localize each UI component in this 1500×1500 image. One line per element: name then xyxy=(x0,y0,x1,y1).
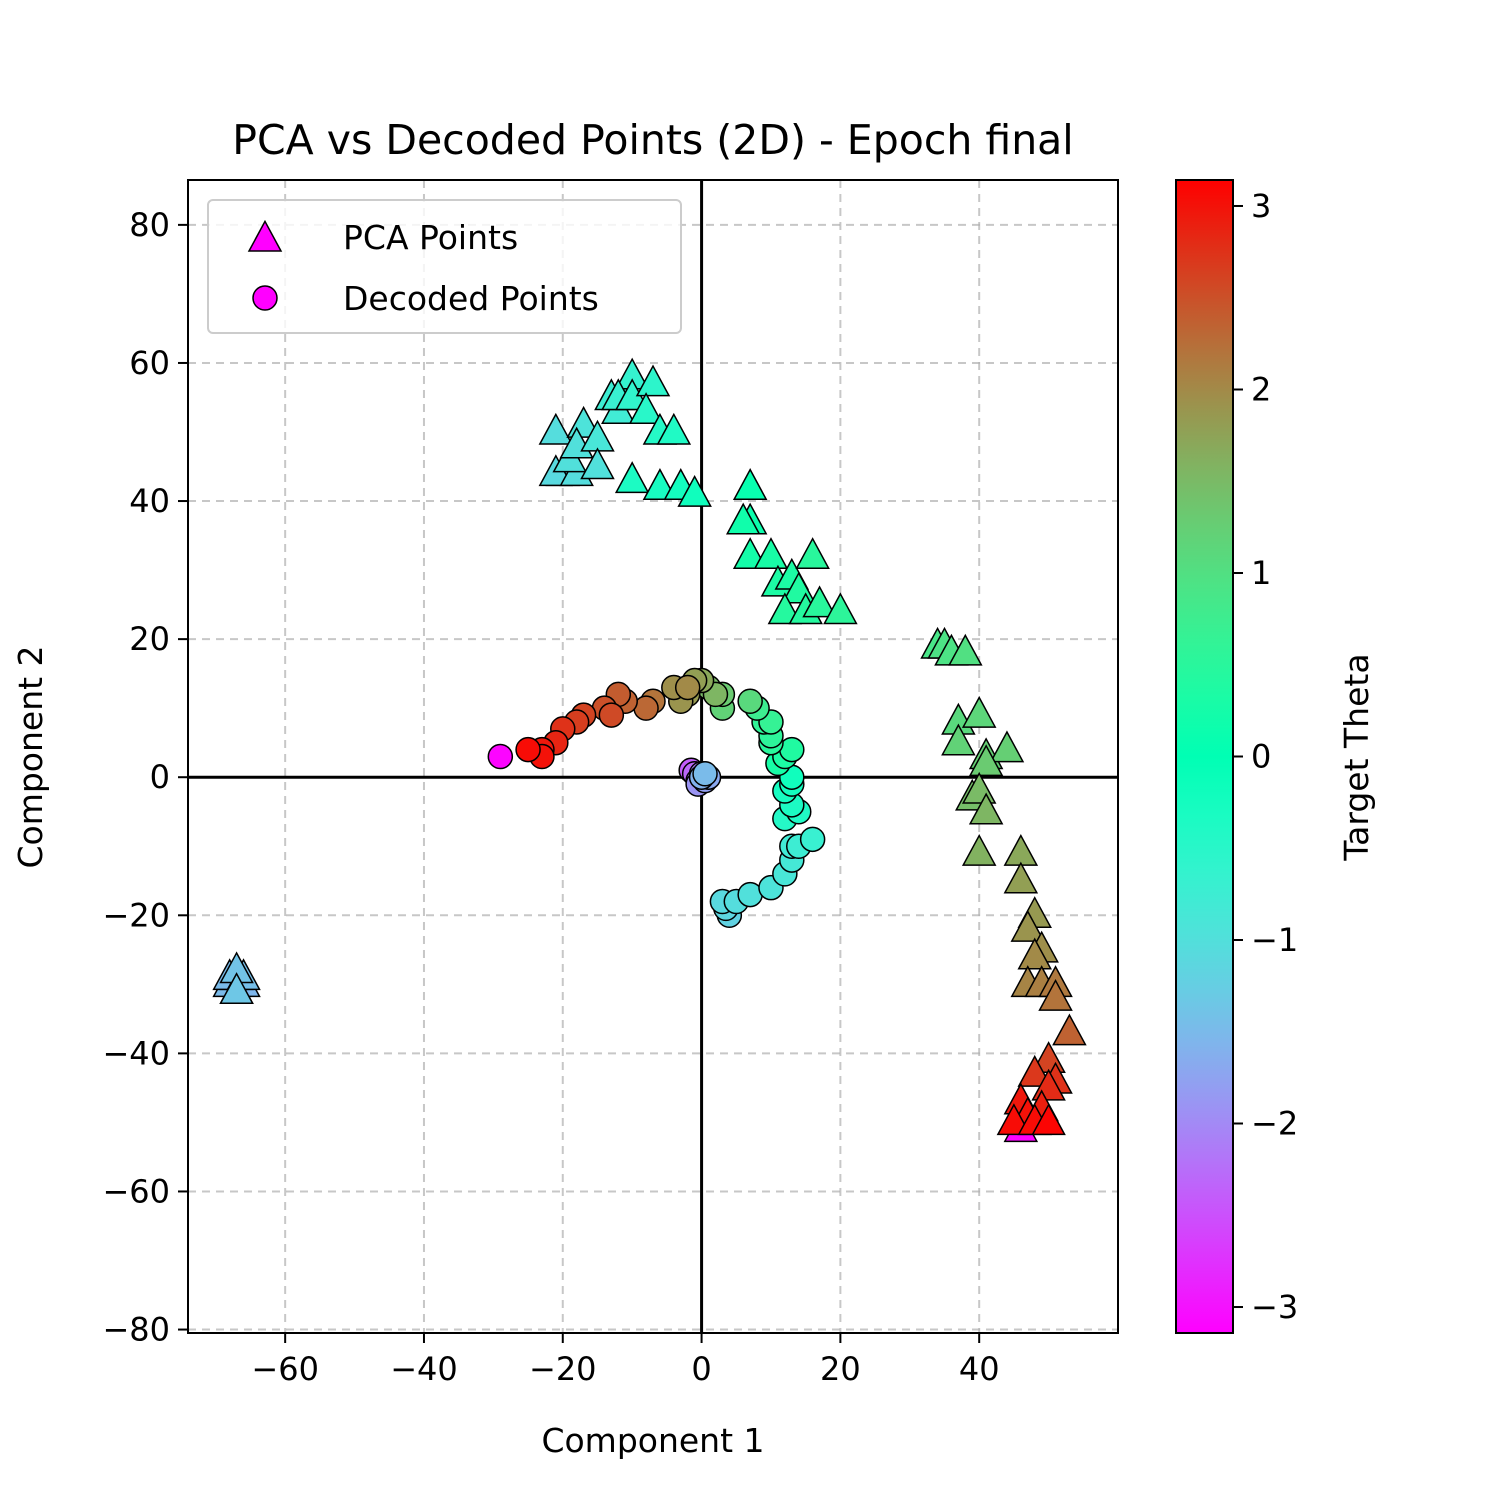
pca-point xyxy=(961,833,997,866)
pca-point xyxy=(823,592,858,625)
y-tick-label: 20 xyxy=(129,620,170,658)
y-tick-label: −40 xyxy=(102,1034,170,1072)
pca-point xyxy=(1017,937,1052,970)
pca-point xyxy=(1038,978,1073,1011)
colorbar-tick-label: 2 xyxy=(1251,370,1271,408)
decoded-point xyxy=(598,702,625,728)
y-tick-label: 80 xyxy=(129,206,170,244)
pca-point xyxy=(614,461,650,494)
origin-axis-lines xyxy=(188,180,1118,1333)
colorbar-tick-label: −3 xyxy=(1251,1288,1298,1326)
colorbar-tick-label: 1 xyxy=(1251,554,1271,592)
pca-point xyxy=(795,537,830,570)
pca-point xyxy=(538,412,574,445)
pca-point xyxy=(1017,1054,1052,1087)
y-axis-label: Component 2 xyxy=(11,645,50,868)
x-axis-label: Component 1 xyxy=(541,1421,764,1460)
decoded-point xyxy=(515,736,541,763)
decoded-point xyxy=(692,761,718,787)
pca-point xyxy=(948,633,983,666)
colorbar-ticks: −3 −2 −1 0 1 2 3 xyxy=(1233,187,1298,1326)
colorbar-tick-label: −1 xyxy=(1251,921,1298,959)
decoded-point xyxy=(799,826,826,853)
x-tick-label: 0 xyxy=(691,1350,711,1388)
pca-point xyxy=(989,730,1025,763)
x-tick-label: −20 xyxy=(529,1350,597,1388)
y-tick-label: 40 xyxy=(129,482,170,520)
pca-point xyxy=(968,792,1004,825)
pca-point xyxy=(656,412,692,445)
colorbar-label: Target Theta xyxy=(1337,653,1376,861)
data-points xyxy=(212,357,1087,1143)
pca-point xyxy=(628,392,664,425)
x-axis-ticks: −60 −40 −20 0 20 40 xyxy=(251,1333,1000,1388)
colorbar-tick-label: 3 xyxy=(1251,187,1271,225)
x-tick-label: −40 xyxy=(390,1350,458,1388)
pca-point xyxy=(1003,833,1039,866)
legend-label: PCA Points xyxy=(343,218,518,257)
pca-point xyxy=(802,585,837,618)
colorbar: −3 −2 −1 0 1 2 3 Target Theta xyxy=(1175,179,1376,1334)
y-axis-ticks: −80 −60 −40 −20 0 20 40 60 80 xyxy=(102,206,188,1349)
legend-box xyxy=(207,199,682,334)
y-tick-label: 0 xyxy=(150,758,170,796)
y-tick-label: −60 xyxy=(102,1172,170,1210)
pca-point xyxy=(219,972,254,1004)
decoded-point xyxy=(487,743,514,770)
chart-title: PCA vs Decoded Points (2D) - Epoch final xyxy=(232,116,1073,164)
legend: PCA Points Decoded Points xyxy=(207,199,682,334)
y-tick-label: 60 xyxy=(129,344,170,382)
pca-point xyxy=(968,744,1004,777)
decoded-point xyxy=(737,688,763,715)
colorbar-gradient xyxy=(1175,179,1234,1334)
pca-point xyxy=(941,723,976,756)
pca-point xyxy=(1052,1013,1087,1046)
pca-point xyxy=(961,695,997,728)
x-tick-label: 20 xyxy=(820,1350,861,1388)
legend-label: Decoded Points xyxy=(343,279,599,318)
x-tick-label: −60 xyxy=(251,1350,319,1388)
y-tick-label: −80 xyxy=(102,1311,170,1349)
pca-point xyxy=(1003,861,1039,894)
pca-point xyxy=(677,474,712,507)
y-tick-label: −20 xyxy=(102,896,170,934)
plot-frame xyxy=(187,179,1119,1334)
colorbar-tick-label: −2 xyxy=(1251,1105,1298,1143)
pca-point xyxy=(635,364,671,397)
colorbar-tick-label: 0 xyxy=(1251,738,1271,776)
pca-point xyxy=(1031,1103,1066,1136)
pca-point xyxy=(1010,909,1046,942)
decoded-point xyxy=(674,674,701,701)
pca-point xyxy=(725,502,761,535)
pca-point xyxy=(732,468,768,500)
pca-point xyxy=(580,447,615,480)
legend-marker-decoded xyxy=(252,285,278,311)
x-tick-label: 40 xyxy=(959,1350,1000,1388)
pca-point xyxy=(753,537,789,570)
legend-marker-pca xyxy=(247,219,283,252)
